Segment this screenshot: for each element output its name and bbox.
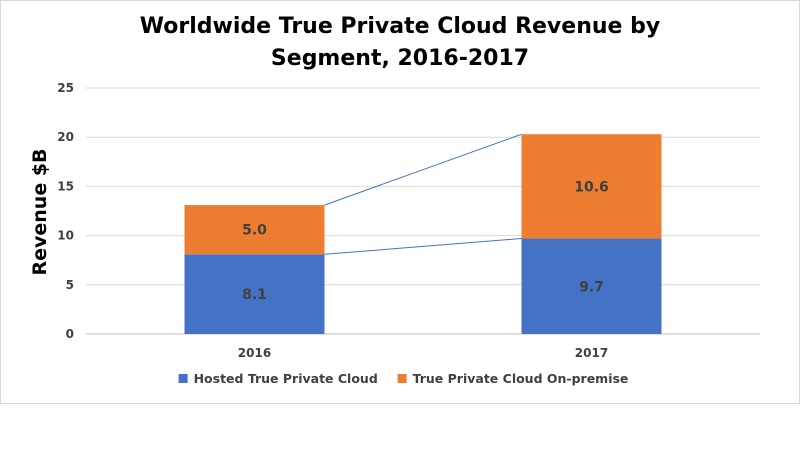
y-tick-labels: 0 5 10 15 20 25 (57, 81, 74, 341)
y-tick-label: 25 (57, 81, 74, 95)
data-label: 5.0 (242, 223, 267, 239)
bars: 8.1 5.0 9.7 10.6 (184, 134, 662, 334)
bar-segment (521, 134, 662, 239)
legend-swatch (178, 374, 188, 383)
x-tick-label: 2017 (575, 346, 608, 360)
x-tick-labels: 2016 2017 (238, 346, 608, 360)
y-tick-label: 10 (57, 229, 74, 243)
bar-segment (184, 205, 325, 255)
bar-segment (521, 238, 662, 334)
bar-segment (184, 254, 325, 334)
chart-frame (0, 0, 800, 404)
series-line (324, 133, 522, 206)
chart-title-line-1: Worldwide True Private Cloud Revenue by (140, 14, 660, 39)
x-tick-label: 2016 (238, 346, 271, 360)
data-label: 8.1 (242, 287, 267, 303)
legend: Hosted True Private Cloud True Private Cl… (178, 371, 629, 386)
legend-label: Hosted True Private Cloud (194, 371, 378, 386)
data-label: 10.6 (574, 179, 609, 195)
chart-title-line-2: Segment, 2016-2017 (271, 46, 529, 71)
series-lines (324, 133, 522, 255)
legend-label: True Private Cloud On-premise (413, 371, 629, 386)
y-tick-label: 20 (57, 130, 74, 144)
y-tick-label: 0 (66, 327, 74, 341)
series-line (324, 238, 522, 255)
y-tick-label: 15 (57, 179, 74, 193)
y-tick-label: 5 (66, 278, 74, 292)
y-axis-label: Revenue $B (29, 148, 51, 275)
legend-swatch (397, 374, 407, 383)
data-label: 9.7 (579, 279, 604, 295)
